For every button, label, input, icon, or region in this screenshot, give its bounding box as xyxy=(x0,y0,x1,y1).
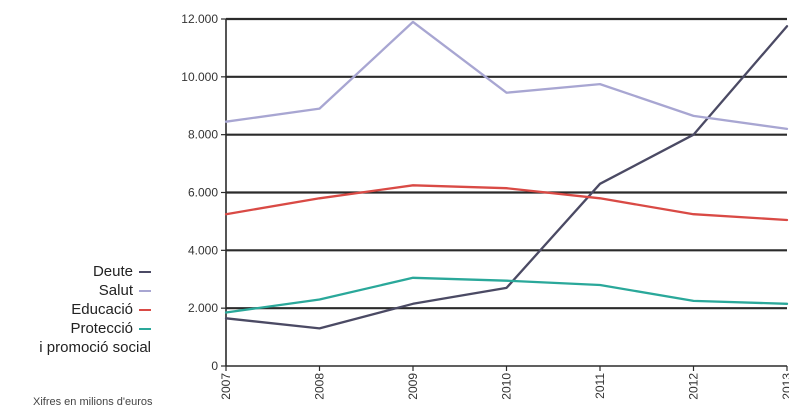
x-tick-label: 2012 xyxy=(687,373,701,400)
x-tick-label: 2013 xyxy=(780,373,789,400)
x-tick-label: 2007 xyxy=(219,373,233,400)
legend-label: Deute xyxy=(92,263,133,280)
x-tick-label: 2011 xyxy=(593,373,607,399)
legend-swatch xyxy=(139,271,151,274)
legend-item-salut: Salut xyxy=(39,281,151,300)
legend-item-deute: Deute xyxy=(39,262,151,281)
legend-label: i promoció social xyxy=(39,339,151,356)
legend-swatch xyxy=(139,290,151,293)
legend-swatch xyxy=(139,309,151,312)
series-line-proteccio-i-promocio-social xyxy=(224,276,789,314)
legend: Deute Salut Educació Protecció i promoci… xyxy=(39,262,151,357)
series-lines xyxy=(224,20,789,330)
y-tick-label: 10.000 xyxy=(181,70,218,84)
legend-item-proteccio-cont: i promoció social xyxy=(39,338,151,357)
x-axis-ticks: 2007 2008 2009 2010 2011 2012 2013 xyxy=(219,366,789,400)
y-tick-label: 2.000 xyxy=(188,301,218,315)
legend-item-educacio: Educació xyxy=(39,300,151,319)
y-tick-label: 0 xyxy=(211,359,218,373)
gridlines xyxy=(226,17,787,310)
series-line-salut xyxy=(224,20,789,131)
legend-swatch xyxy=(139,328,151,331)
y-tick-label: 4.000 xyxy=(188,243,218,257)
series-line-deute xyxy=(224,25,789,330)
series-line-educacio xyxy=(224,184,789,222)
y-axis-ticks: 0 2.000 4.000 6.000 8.000 10.000 12.000 xyxy=(181,12,226,373)
x-tick-label: 2008 xyxy=(313,373,327,400)
legend-item-proteccio: Protecció xyxy=(39,319,151,338)
legend-label: Educació xyxy=(71,301,133,318)
y-tick-label: 6.000 xyxy=(188,186,218,200)
x-tick-label: 2010 xyxy=(500,373,514,400)
y-tick-label: 8.000 xyxy=(188,128,218,142)
legend-label: Salut xyxy=(98,282,133,299)
y-tick-label: 12.000 xyxy=(181,12,218,26)
legend-label: Protecció xyxy=(70,320,133,337)
x-tick-label: 2009 xyxy=(406,373,420,400)
units-note: Xifres en milions d'euros xyxy=(33,396,153,408)
axes xyxy=(225,19,787,367)
